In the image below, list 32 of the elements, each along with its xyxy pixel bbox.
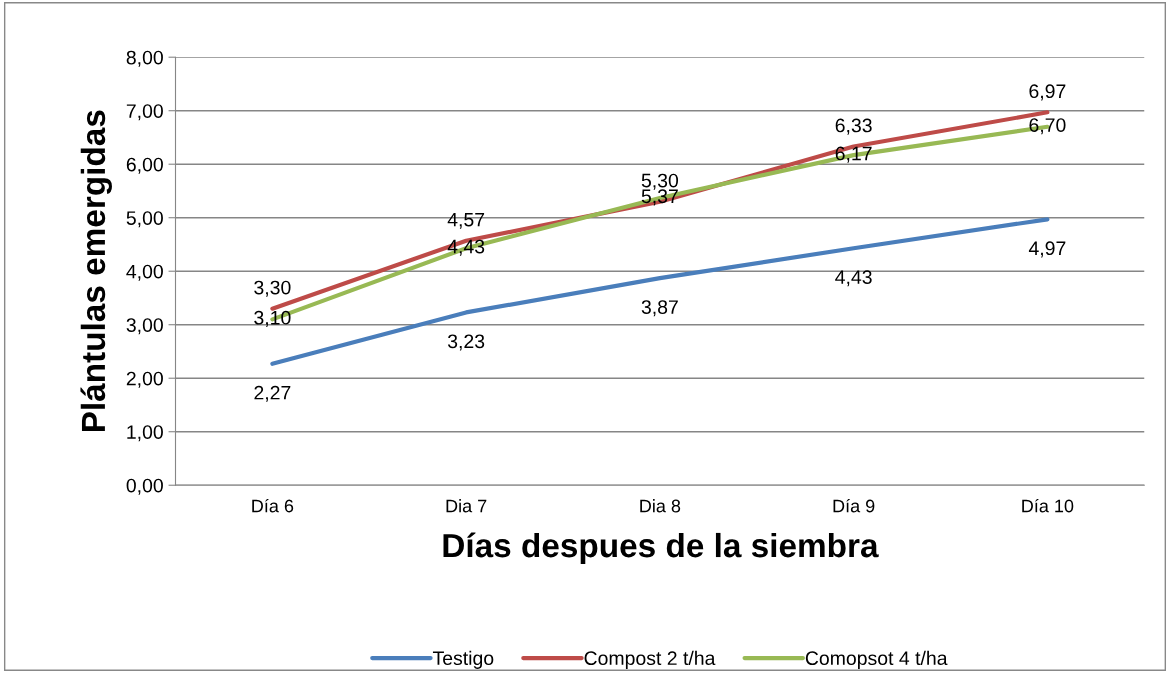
legend-label: Testigo [432,650,494,669]
data-label: 5,30 [641,173,679,190]
data-label: 3,87 [641,300,678,317]
data-label: 6,97 [1029,84,1066,101]
x-tick-label: Día 6 [252,498,294,513]
x-tick-label: Dia 7 [446,499,487,513]
y-tick-label: 1,00 [127,425,163,442]
data-label: 6,70 [1029,118,1066,135]
legend-label: Comopsot 4 t/ha [805,650,948,669]
y-tick-label: 5,00 [126,211,163,228]
y-tick-label: 8,00 [126,50,163,67]
y-tick-label: 4,00 [126,264,163,281]
y-tick-label: 6,00 [126,157,163,174]
data-label: 4,43 [447,239,485,256]
legend-label: Compost 2 t/ha [584,650,716,669]
x-tick-label: Día 10 [1022,498,1074,513]
y-tick-label: 7,00 [126,104,163,121]
data-label: 4,43 [835,270,872,287]
x-axis-title: Días despues de la siembra [443,532,879,564]
data-label: 2,27 [254,385,291,402]
data-label: 6,33 [835,118,872,135]
data-label: 3,30 [254,280,291,297]
data-label: 3,23 [447,334,485,351]
data-label: 4,97 [1028,241,1066,258]
x-tick-label: Día 9 [833,498,875,513]
y-tick-label: 0,00 [126,478,163,495]
y-tick-label: 3,00 [126,318,163,335]
y-axis-title: Plántulas emergidas [80,110,112,432]
x-tick-label: Dia 8 [640,499,681,513]
data-label: 3,10 [254,310,291,327]
data-label: 4,57 [447,212,485,229]
y-tick-label: 2,00 [126,371,163,388]
